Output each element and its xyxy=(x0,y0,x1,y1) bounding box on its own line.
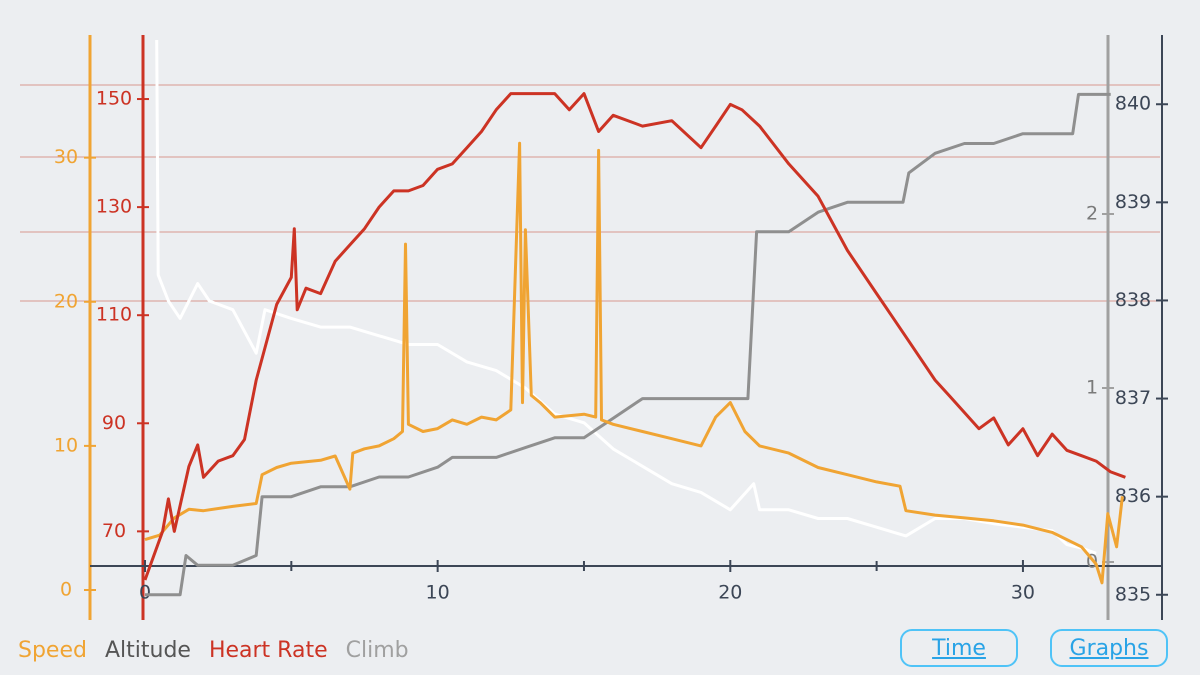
heart-rate-tick-label: 70 xyxy=(102,520,126,542)
climb-tick-label: 2 xyxy=(1086,203,1098,225)
altitude-tick-label: 835 xyxy=(1115,583,1151,605)
x-tick-label: 30 xyxy=(1011,582,1035,604)
time-button[interactable]: Time xyxy=(900,629,1018,667)
multi-axis-chart: 0 10 20 30010203070901101301500128358368378… xyxy=(20,35,1168,620)
legend-speed[interactable]: Speed xyxy=(18,638,87,663)
legend-climb[interactable]: Climb xyxy=(345,638,409,663)
speed-tick-label: 10 xyxy=(54,434,78,456)
legend: Speed Altitude Heart Rate Climb xyxy=(18,638,409,663)
legend-heart-rate[interactable]: Heart Rate xyxy=(208,638,328,663)
heart-rate-tick-label: 150 xyxy=(96,88,132,110)
heart-rate-tick-label: 110 xyxy=(96,304,132,326)
x-tick-label: 0 xyxy=(139,582,151,604)
altitude-tick-label: 839 xyxy=(1115,191,1151,213)
x-tick-label: 10 xyxy=(426,582,450,604)
series-line-altitude xyxy=(145,92,1111,597)
x-tick-label: 20 xyxy=(718,582,742,604)
heart-rate-tick-label: 130 xyxy=(96,196,132,218)
series-line-climb xyxy=(155,39,1097,555)
altitude-tick-label: 837 xyxy=(1115,387,1151,409)
altitude-tick-label: 840 xyxy=(1115,93,1151,115)
speed-tick-label: 20 xyxy=(54,290,78,312)
legend-altitude[interactable]: Altitude xyxy=(104,638,191,663)
graphs-button[interactable]: Graphs xyxy=(1050,629,1168,667)
series-line-speed xyxy=(144,141,1124,585)
speed-tick-label: 30 xyxy=(54,146,78,168)
speed-tick-label: 0 xyxy=(60,579,72,601)
climb-tick-label: 1 xyxy=(1086,377,1098,399)
altitude-tick-label: 836 xyxy=(1115,485,1151,507)
altitude-tick-label: 838 xyxy=(1115,289,1151,311)
heart-rate-tick-label: 90 xyxy=(102,412,126,434)
series-line-heart-rate xyxy=(143,92,1126,581)
